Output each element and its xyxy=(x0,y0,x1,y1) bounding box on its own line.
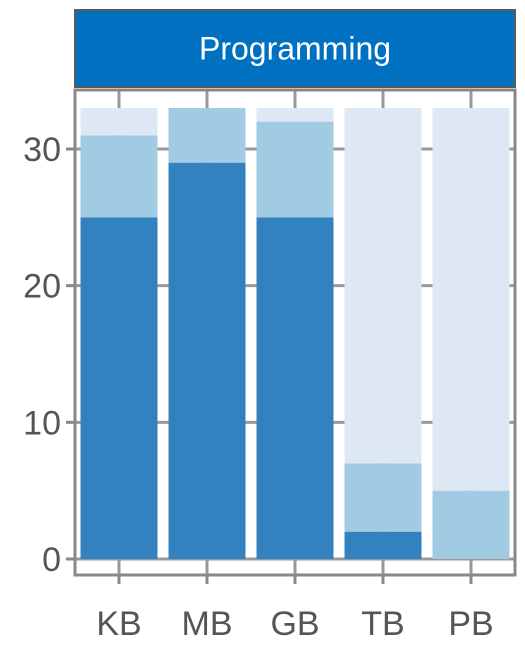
bar-segment xyxy=(432,108,510,491)
bar-segment xyxy=(80,217,158,560)
bar-segment xyxy=(344,463,422,532)
bar-segment xyxy=(432,490,510,559)
facet-strip-title: Programming xyxy=(199,31,391,67)
bar-segment xyxy=(168,162,246,559)
x-tick-label: TB xyxy=(361,605,404,643)
y-tick-label: 0 xyxy=(42,541,61,579)
bar-segment xyxy=(168,108,246,163)
y-tick-label: 10 xyxy=(23,404,61,442)
y-tick-labels: 0 10 20 30 xyxy=(23,131,61,579)
x-tick-label: PB xyxy=(448,605,493,643)
facet-strip xyxy=(74,9,516,88)
y-tick-label: 20 xyxy=(23,268,61,306)
x-tick-labels: KB MB GB TB PB xyxy=(96,605,493,643)
bar-segment xyxy=(256,108,334,122)
bars xyxy=(80,108,510,560)
x-tick-label: KB xyxy=(96,605,141,643)
x-tick-label: GB xyxy=(270,605,319,643)
bar-segment xyxy=(80,108,158,136)
bar-segment xyxy=(256,121,334,218)
x-tick-label: MB xyxy=(182,605,233,643)
bar-segment xyxy=(344,531,422,559)
bar-segment xyxy=(344,108,422,464)
bar-segment xyxy=(256,217,334,560)
bar-segment xyxy=(80,135,158,218)
axis-ticks xyxy=(66,147,473,584)
y-tick-label: 30 xyxy=(23,131,61,169)
